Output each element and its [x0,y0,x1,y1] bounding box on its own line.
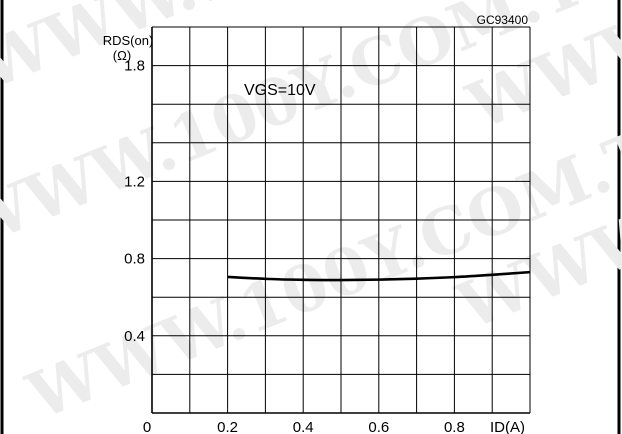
vgs-annotation: VGS=10V [244,82,316,99]
x-tick-label: 0 [143,419,151,434]
x-tick-label: 0.2 [217,419,238,434]
y-tick-label: 1.8 [124,58,145,75]
x-axis-label: ID(A) [490,419,525,434]
y-tick-label: 1.2 [124,173,145,190]
y-axis-unit: (Ω) [113,48,131,63]
x-tick-label: 0.6 [368,419,389,434]
grid [151,26,531,414]
x-tick-label: 0.8 [444,419,465,434]
part-number: GC93400 [477,13,529,27]
series-line [227,270,531,282]
y-axis-label: RDS(on) [103,33,154,48]
x-tick-labels: 0 0.2 0.4 0.6 0.8 [143,419,465,434]
series-group [227,270,531,282]
y-tick-label: 0.8 [124,251,145,268]
x-tick-label: 0.4 [293,419,314,434]
y-tick-label: 0.4 [124,328,145,345]
y-tick-labels: 0.4 0.8 1.2 1.8 [124,58,145,345]
